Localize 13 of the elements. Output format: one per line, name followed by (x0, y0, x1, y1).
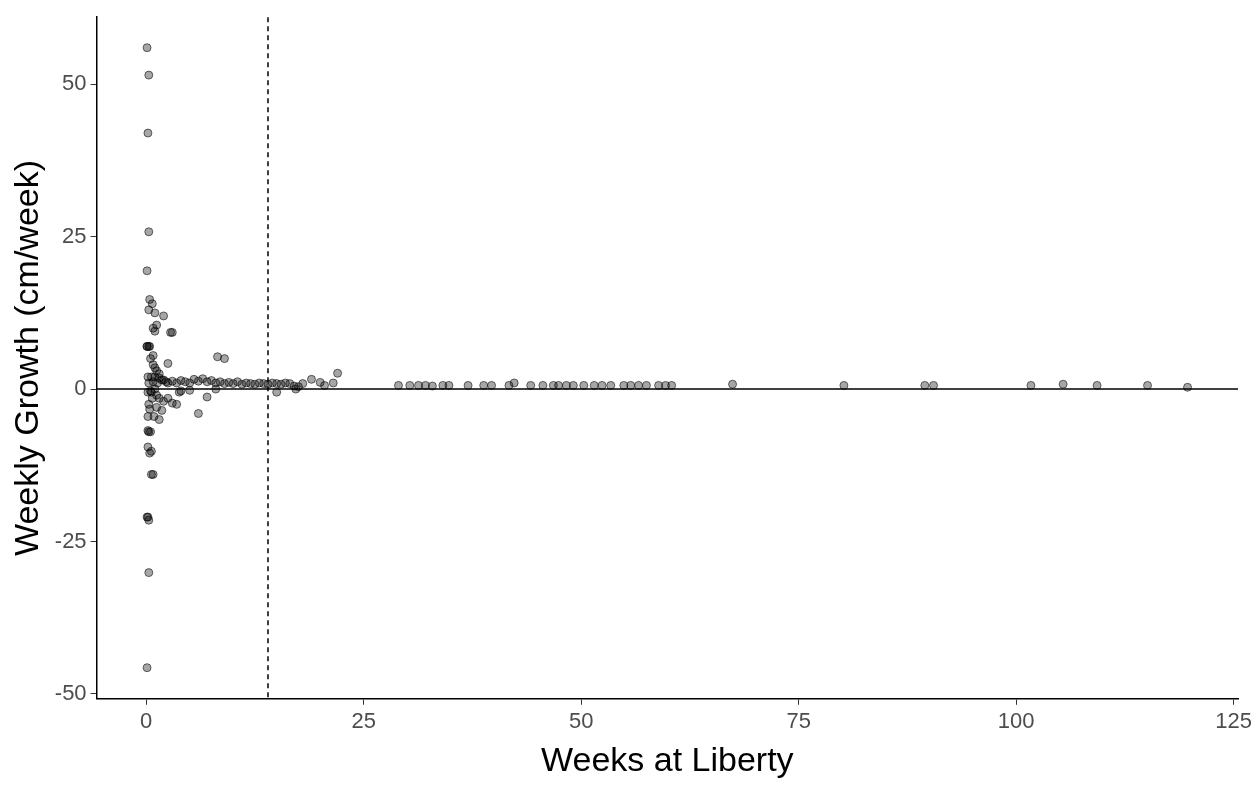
x-axis-title: Weeks at Liberty (541, 739, 794, 778)
y-tick-label: -50 (54, 679, 87, 705)
y-axis-title: Weekly Growth (cm/week) (6, 159, 45, 557)
x-tick-label: 0 (140, 708, 153, 734)
y-tick-label: 0 (74, 375, 87, 401)
x-tick-label: 50 (568, 708, 594, 734)
x-tick-label: 25 (351, 708, 376, 734)
y-tick-label: 50 (62, 70, 87, 96)
x-tick-label: 75 (786, 708, 811, 734)
x-tick-label: 100 (997, 708, 1035, 734)
y-tick-label: 25 (62, 222, 87, 248)
x-tick-label: 125 (1215, 708, 1253, 734)
y-tick-label: -25 (54, 527, 87, 553)
